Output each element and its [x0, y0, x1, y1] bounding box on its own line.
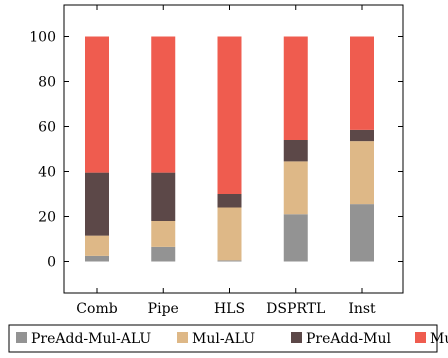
bar-mul-dsprtl	[283, 36, 308, 140]
legend-label-mul: Mul	[430, 331, 448, 347]
bar-mul-inst	[350, 36, 374, 130]
y-tick-label: 80	[38, 75, 56, 91]
bar-preadd-mul-inst	[350, 129, 374, 142]
bar-mul-alu-dsprtl	[283, 161, 308, 215]
plot-frame	[63, 4, 404, 294]
legend-swatch-preadd-mul	[291, 332, 302, 343]
bar-mul-alu-comb	[85, 235, 109, 256]
bar-preadd-mul-alu-pipe	[151, 246, 176, 262]
y-axis: 0 20 40 60 80 100	[29, 30, 403, 271]
legend-swatch-mul-alu	[177, 332, 188, 343]
bar-preadd-mul-alu-inst	[350, 204, 374, 262]
y-tick-label: 60	[38, 120, 56, 136]
x-tick-label-pipe: Pipe	[148, 301, 179, 317]
legend-box	[8, 324, 438, 353]
bar-preadd-mul-comb	[85, 172, 109, 236]
bar-mul-hls	[217, 36, 242, 194]
y-tick-label: 20	[38, 210, 56, 226]
bar-preadd-mul-alu-comb	[85, 255, 109, 262]
y-tick-label: 100	[29, 30, 56, 46]
x-axis: Comb Pipe HLS DSPRTL Inst	[76, 5, 376, 317]
legend-label-preadd-mul-alu: PreAdd-Mul-ALU	[31, 331, 151, 347]
y-tick-label: 40	[38, 165, 56, 181]
x-tick-label-inst: Inst	[348, 301, 376, 317]
x-tick-label-hls: HLS	[214, 301, 245, 317]
plot-area	[85, 36, 374, 262]
bar-mul-alu-hls	[217, 207, 242, 261]
x-tick-label-dsprtl: DSPRTL	[266, 301, 325, 317]
legend-swatch-preadd-mul-alu	[16, 332, 27, 343]
bar-preadd-mul-dsprtl	[283, 140, 308, 162]
legend-label-preadd-mul: PreAdd-Mul	[306, 331, 392, 347]
bar-preadd-mul-alu-hls	[217, 260, 242, 262]
bar-mul-comb	[85, 36, 109, 173]
legend: PreAdd-Mul-ALU Mul-ALU PreAdd-Mul Mul	[8, 324, 448, 353]
x-tick-label-comb: Comb	[76, 301, 117, 317]
bar-mul-pipe	[151, 36, 176, 173]
bar-preadd-mul-pipe	[151, 172, 176, 221]
bar-mul-alu-inst	[350, 141, 374, 205]
legend-label-mul-alu: Mul-ALU	[192, 331, 255, 347]
bar-preadd-mul-alu-dsprtl	[283, 214, 308, 262]
legend-swatch-mul	[415, 332, 426, 343]
bar-mul-alu-pipe	[151, 221, 176, 247]
bar-preadd-mul-hls	[217, 194, 242, 208]
y-tick-label: 0	[47, 255, 56, 271]
